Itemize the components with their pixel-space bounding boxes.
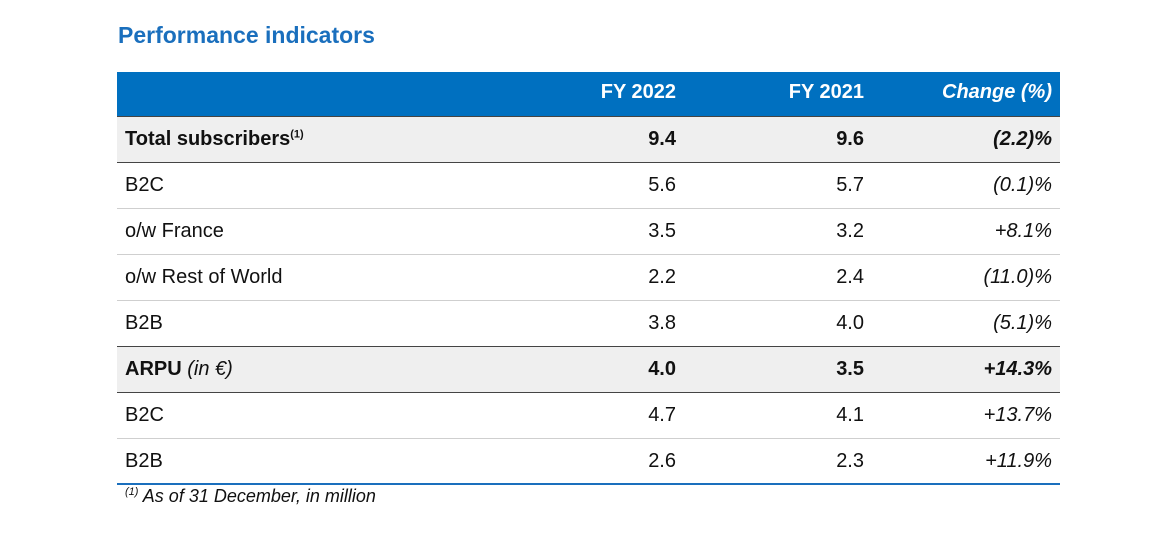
table-cell: (5.1)% <box>993 312 1052 334</box>
table-cell: 9.6 <box>836 128 864 150</box>
column-header: FY 2022 <box>600 81 676 103</box>
table-cell: 4.0 <box>648 358 676 380</box>
table-cell: +8.1% <box>994 220 1052 242</box>
table-cell: (11.0)% <box>983 266 1052 288</box>
column-header: FY 2021 <box>788 81 864 103</box>
table-cell: 5.6 <box>648 174 676 196</box>
table-cell: 9.4 <box>648 128 676 150</box>
title: Performance indicators <box>118 22 375 48</box>
table-cell: (2.2)% <box>993 128 1052 150</box>
footnote: (1) As of 31 December, in million <box>125 486 376 507</box>
row-label-text: B2C <box>125 174 164 196</box>
table-row <box>117 392 1060 438</box>
table-cell: 5.7 <box>836 174 864 196</box>
table-row <box>117 300 1060 346</box>
table-cell: +11.9% <box>985 450 1052 472</box>
row-label: o/w France <box>125 220 224 243</box>
table-cell: 3.8 <box>648 312 676 334</box>
row-label-text: o/w Rest of World <box>125 266 283 288</box>
table-row <box>117 438 1060 484</box>
row-label: o/w Rest of World <box>125 266 282 289</box>
table-row <box>117 254 1060 300</box>
row-label: ARPU (in €) <box>125 358 233 381</box>
row-label-text: B2B <box>125 312 163 334</box>
table-row <box>117 116 1060 162</box>
table-cell: +13.7% <box>983 404 1052 426</box>
row-unit: (in €) <box>187 358 233 380</box>
table-row <box>117 162 1060 208</box>
table-cell: 2.3 <box>836 450 864 472</box>
table-cell: 2.2 <box>648 266 676 288</box>
table-cell: +14.3% <box>983 358 1052 380</box>
row-label: Total subscribers(1) <box>125 128 304 151</box>
table-cell: 4.1 <box>836 404 864 426</box>
row-label-text: Total subscribers <box>125 128 291 150</box>
row-note: (1) <box>290 128 304 141</box>
row-label: B2C <box>125 174 164 197</box>
row-label: B2B <box>125 312 163 335</box>
table-bottom-rule <box>117 483 1060 485</box>
row-label: B2B <box>125 450 163 473</box>
row-label-text: B2C <box>125 404 164 426</box>
footnote-text: As of 31 December, in million <box>142 486 376 506</box>
row-label: B2C <box>125 404 164 427</box>
table-cell: (0.1)% <box>993 174 1052 196</box>
column-header: Change (%) <box>942 81 1052 103</box>
row-label-text: B2B <box>125 450 163 472</box>
row-label-text: o/w France <box>125 220 224 242</box>
table-cell: 4.0 <box>836 312 864 334</box>
table-cell: 4.7 <box>648 404 676 426</box>
row-label-text: ARPU <box>125 358 182 380</box>
table-row <box>117 208 1060 254</box>
table-cell: 3.5 <box>648 220 676 242</box>
table-row <box>117 346 1060 392</box>
table-cell: 2.4 <box>836 266 864 288</box>
table-cell: 3.2 <box>836 220 864 242</box>
table-cell: 3.5 <box>836 358 864 380</box>
table-cell: 2.6 <box>648 450 676 472</box>
footnote-marker: (1) <box>125 486 139 498</box>
table-header <box>117 72 1060 116</box>
